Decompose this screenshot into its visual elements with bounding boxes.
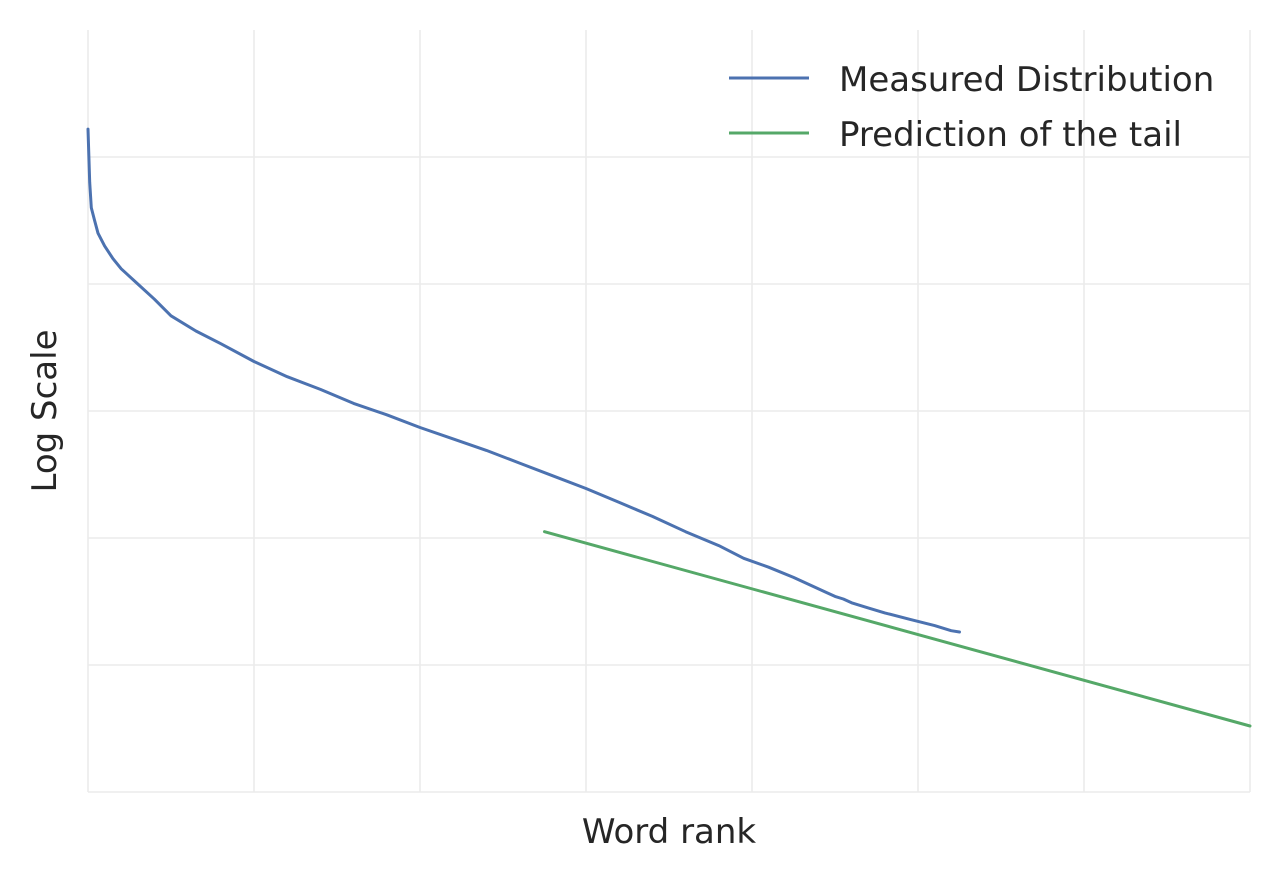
horizontal-gridlines (88, 156, 1250, 793)
series-line-measured-distribution (86, 127, 961, 634)
series-layer (86, 127, 1252, 728)
y-axis-label: Log Scale (25, 329, 65, 492)
x-axis-label: Word rank (582, 812, 757, 852)
legend: Measured Distribution Prediction of the … (729, 60, 1214, 155)
legend-label-measured-distribution: Measured Distribution (839, 60, 1214, 100)
series-line-prediction-of-the-tail (543, 530, 1252, 728)
legend-label-prediction-of-the-tail: Prediction of the tail (839, 115, 1182, 155)
